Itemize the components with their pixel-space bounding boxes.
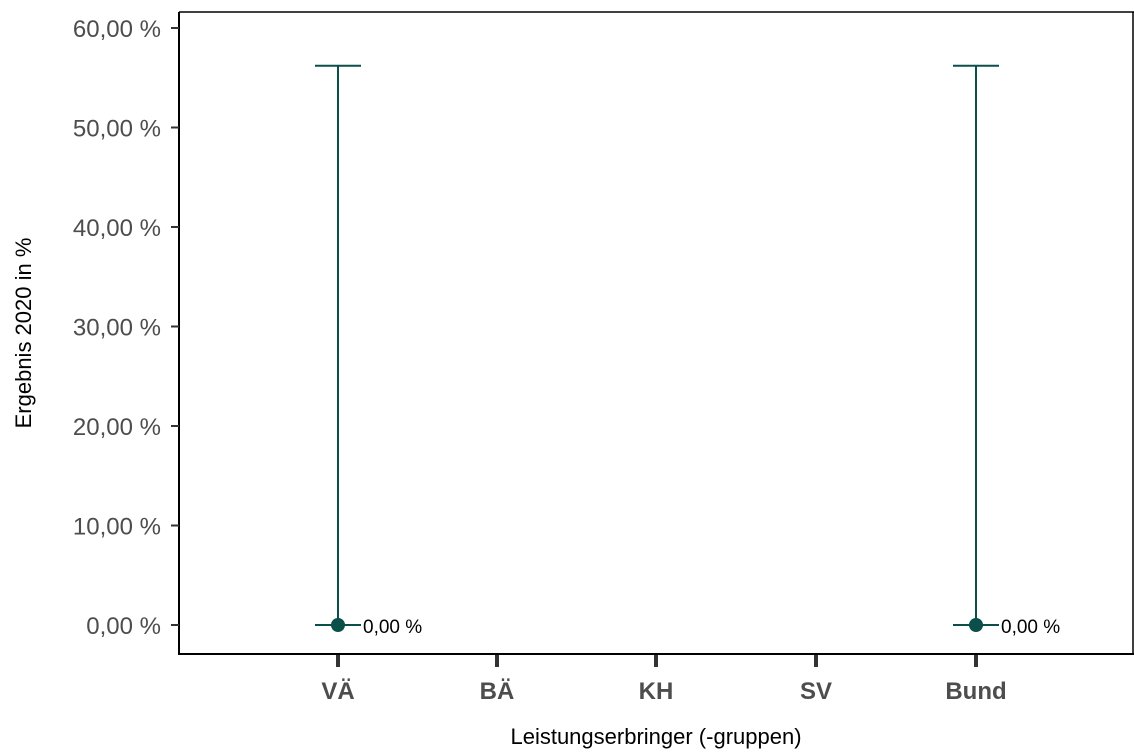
x-tick-label: SV [800,678,832,705]
y-tick-label: 60,00 % [73,16,161,43]
data-label: 0,00 % [363,617,422,638]
data-point [331,618,345,632]
x-ticks: VÄ BÄ KH SV Bund [321,655,1006,705]
y-tick-label: 40,00 % [73,215,161,242]
y-tick-label: 30,00 % [73,315,161,342]
x-axis-title: Leistungserbringer (-gruppen) [510,724,801,749]
x-tick-label: Bund [945,678,1006,705]
y-ticks: 0,00 % 10,00 % 20,00 % 30,00 % 40,00 % 50,00 … [73,16,179,640]
x-tick-label: VÄ [321,678,354,705]
plot-panel [178,12,1134,654]
data-point [969,618,983,632]
y-tick-label: 20,00 % [73,414,161,441]
y-tick-label: 0,00 % [86,613,161,640]
x-tick-label: KH [639,678,674,705]
y-tick-label: 50,00 % [73,116,161,143]
data-label: 0,00 % [1001,617,1060,638]
y-axis-title: Ergebnis 2020 in % [11,238,36,429]
y-tick-label: 10,00 % [73,514,161,541]
data-marks: 0,00 % 0,00 % [315,66,1060,638]
x-tick-label: BÄ [480,678,515,705]
